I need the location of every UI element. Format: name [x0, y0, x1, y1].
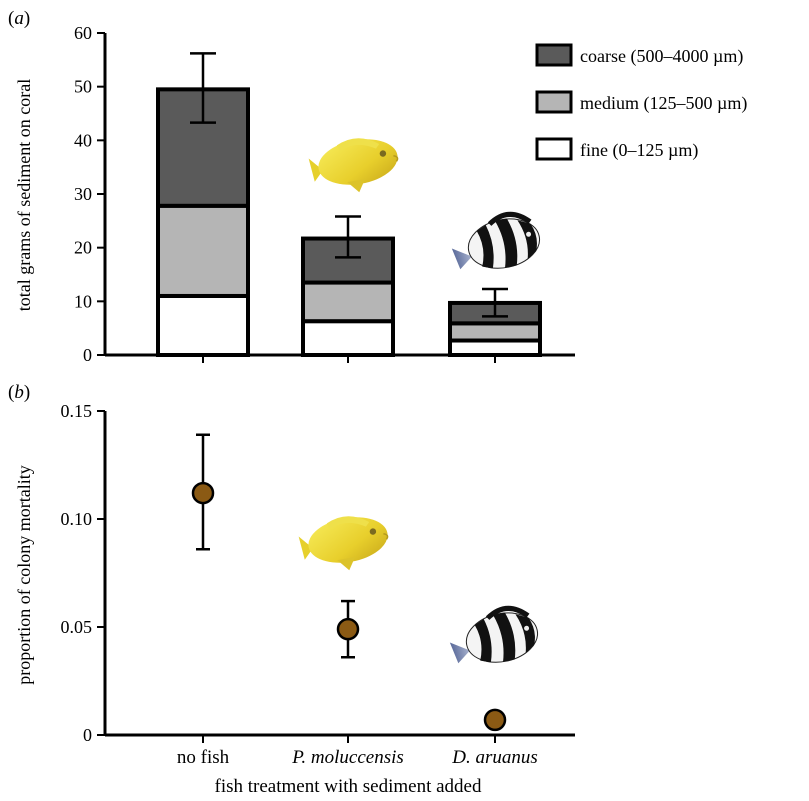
panel-b-xlabel: fish treatment with sediment added	[215, 776, 482, 797]
panel-b-label: (b)	[8, 382, 30, 403]
legend-swatch	[535, 90, 573, 114]
humbug-damselfish-icon	[447, 209, 544, 278]
panel-a-ylabel: total grams of sediment on coral	[14, 79, 34, 311]
legend-label: coarse (500–4000 µm)	[580, 46, 743, 67]
y-tick-label: 60	[74, 23, 92, 43]
y-tick-label: 20	[74, 238, 92, 258]
legend-swatch	[535, 43, 573, 67]
legend: coarse (500–4000 µm) medium (125–500 µm) f…	[535, 43, 747, 161]
bar-fine	[156, 293, 250, 358]
y-tick-label: 50	[74, 77, 92, 97]
y-tick-label: 40	[74, 130, 92, 150]
y-tick-label: 0	[83, 725, 92, 745]
legend-label: medium (125–500 µm)	[580, 93, 747, 114]
y-tick-label: 0.10	[61, 509, 93, 529]
x-tick-label: no fish	[177, 747, 230, 768]
y-tick-label: 10	[74, 291, 92, 311]
bar-fine	[448, 338, 542, 358]
bar-medium	[301, 280, 395, 324]
data-point	[483, 708, 507, 732]
y-tick-label: 30	[74, 184, 92, 204]
legend-label: fine (0–125 µm)	[580, 140, 698, 161]
bar-fine	[301, 319, 395, 358]
bar-medium	[156, 203, 250, 298]
panel-a: (a) total grams of sediment on coral 0 10…	[8, 8, 747, 365]
legend-swatch	[535, 137, 573, 161]
yellow-damselfish-icon	[305, 130, 404, 201]
humbug-damselfish-icon	[445, 603, 542, 672]
panel-b: (b) proportion of colony mortality 0 0.05…	[8, 382, 575, 797]
x-tick-label: P. moluccensis	[291, 747, 404, 768]
y-tick-label: 0.15	[61, 401, 93, 421]
yellow-damselfish-icon	[295, 508, 394, 579]
data-point	[191, 481, 215, 505]
x-tick-label: D. aruanus	[451, 747, 538, 768]
panel-b-ylabel: proportion of colony mortality	[14, 465, 34, 684]
y-tick-label: 0	[83, 345, 92, 365]
panel-a-label: (a)	[8, 8, 30, 29]
bar-medium	[448, 321, 542, 343]
data-point	[336, 617, 360, 641]
y-tick-label: 0.05	[61, 617, 93, 637]
